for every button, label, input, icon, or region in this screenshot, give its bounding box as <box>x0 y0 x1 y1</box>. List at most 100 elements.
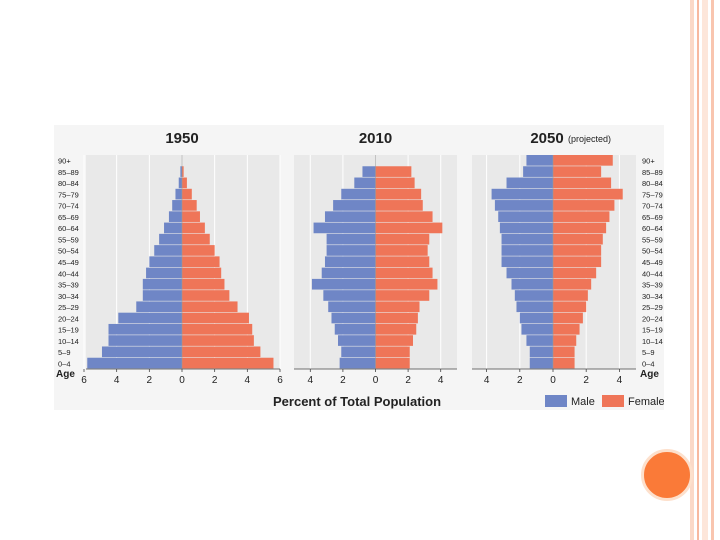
female-bar <box>553 211 610 222</box>
male-bar <box>146 267 182 279</box>
male-bar <box>529 357 553 369</box>
female-bar <box>182 233 210 245</box>
female-bar <box>375 267 433 279</box>
x-tick-label: 2 <box>583 375 589 386</box>
age-label-right: 85–89 <box>642 168 663 177</box>
legend-label-male: Male <box>571 396 595 408</box>
female-bar <box>375 335 413 346</box>
age-label-left: 40–44 <box>58 269 79 278</box>
female-bar <box>375 177 415 189</box>
male-bar <box>323 290 376 301</box>
female-bar <box>553 267 597 279</box>
age-label-right: 90+ <box>642 157 655 166</box>
male-bar <box>313 222 376 234</box>
x-tick-label: 4 <box>308 375 314 386</box>
age-label-right: 40–44 <box>642 269 663 278</box>
male-bar <box>101 346 182 358</box>
male-bar <box>354 177 376 189</box>
age-label-left: 30–34 <box>58 292 79 301</box>
male-bar <box>311 278 376 290</box>
female-bar <box>553 177 612 189</box>
male-bar <box>491 188 553 200</box>
age-label-right: 45–49 <box>642 258 663 267</box>
female-bar <box>182 200 197 211</box>
male-bar <box>164 222 182 234</box>
male-bar <box>324 256 376 268</box>
age-label-left: 50–54 <box>58 247 79 256</box>
panel-title: 2010 <box>359 130 392 147</box>
x-tick-label: 2 <box>212 375 218 386</box>
age-label-left: 0–4 <box>58 359 71 368</box>
x-tick-label: 0 <box>179 375 185 386</box>
female-bar <box>553 323 580 335</box>
age-label-left: 35–39 <box>58 281 79 290</box>
female-bar <box>553 155 613 166</box>
male-bar <box>498 211 553 222</box>
male-bar <box>334 323 376 335</box>
female-bar <box>182 335 254 346</box>
male-bar <box>519 312 553 324</box>
female-bar <box>553 357 575 369</box>
age-label-left: 75–79 <box>58 190 79 199</box>
female-bar <box>375 357 410 369</box>
age-label-left: 45–49 <box>58 258 79 267</box>
x-tick-label: 4 <box>484 375 490 386</box>
female-bar <box>182 222 205 234</box>
female-bar <box>553 166 602 177</box>
x-tick-label: 0 <box>550 375 556 386</box>
female-bar <box>182 256 220 268</box>
x-tick-label: 4 <box>114 375 120 386</box>
age-axis-label-right: Age <box>640 369 659 380</box>
x-tick-label: 2 <box>340 375 346 386</box>
age-label-right: 10–14 <box>642 337 663 346</box>
male-bar <box>136 301 182 313</box>
female-bar <box>553 335 577 346</box>
legend-label-female: Female <box>628 396 664 408</box>
female-bar <box>375 166 412 177</box>
male-bar <box>333 200 376 211</box>
age-label-left: 65–69 <box>58 213 79 222</box>
age-label-right: 25–29 <box>642 303 663 312</box>
x-tick-label: 6 <box>81 375 87 386</box>
female-bar <box>553 312 583 324</box>
x-tick-label: 6 <box>277 375 283 386</box>
panel-title: 2050 <box>530 130 563 147</box>
x-tick-label: 2 <box>405 375 411 386</box>
male-bar <box>501 256 553 268</box>
female-bar <box>375 301 420 313</box>
female-bar <box>182 357 274 369</box>
male-bar <box>511 278 553 290</box>
male-bar <box>521 323 553 335</box>
male-bar <box>321 267 376 279</box>
female-bar <box>375 278 438 290</box>
age-label-left: 25–29 <box>58 303 79 312</box>
male-bar <box>514 290 553 301</box>
age-label-left: 20–24 <box>58 314 79 323</box>
age-label-left: 90+ <box>58 157 71 166</box>
male-bar <box>501 245 553 256</box>
female-bar <box>375 245 428 256</box>
age-label-right: 70–74 <box>642 202 663 211</box>
female-bar <box>553 301 587 313</box>
age-label-left: 10–14 <box>58 337 79 346</box>
age-label-left: 5–9 <box>58 348 71 357</box>
age-label-right: 20–24 <box>642 314 663 323</box>
female-bar <box>553 346 575 358</box>
male-bar <box>326 233 376 245</box>
female-bar <box>553 245 602 256</box>
population-pyramid-figure: 6 4 2 0 2 4 6 1950 4 2 0 2 4 2010 4 2 0 2 4 2050 (projected)… <box>54 125 665 410</box>
male-bar <box>526 155 553 166</box>
female-bar <box>182 188 192 200</box>
female-bar <box>375 211 433 222</box>
female-bar <box>182 323 253 335</box>
age-label-right: 80–84 <box>642 179 663 188</box>
male-bar <box>499 222 553 234</box>
age-label-right: 5–9 <box>642 348 655 357</box>
female-bar <box>553 222 607 234</box>
female-bar <box>182 267 222 279</box>
age-label-left: 80–84 <box>58 179 79 188</box>
age-label-right: 55–59 <box>642 235 663 244</box>
female-bar <box>553 278 592 290</box>
male-bar <box>341 188 376 200</box>
male-bar <box>506 267 553 279</box>
